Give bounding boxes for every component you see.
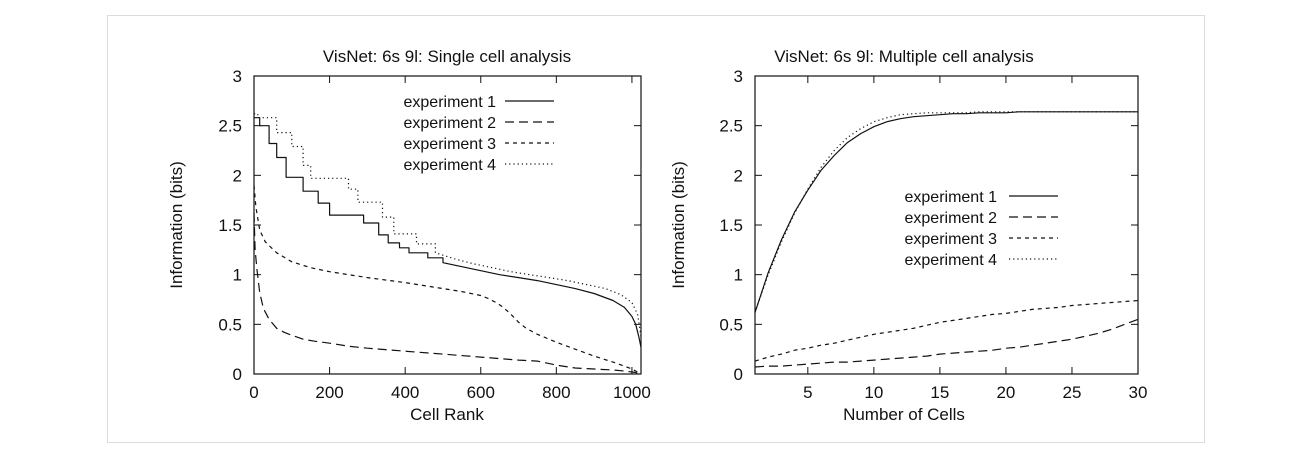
tick-layer: 5 10 15 20 25 30 0 0.5 1 1.5 2 2.5 3 — [719, 67, 1147, 402]
y-tick-label: 1.5 — [719, 216, 743, 235]
legend-label: experiment 3 — [404, 136, 497, 153]
series-line-experiment-2 — [253, 213, 639, 375]
y-tick-label: 2.5 — [218, 117, 242, 136]
plot-frame — [754, 75, 1139, 375]
y-tick-label: 3 — [734, 67, 743, 86]
legend-label: experiment 1 — [905, 189, 998, 206]
plot-frame — [253, 75, 642, 375]
x-tick-label: 0 — [249, 383, 258, 402]
single-cell-chart: VisNet: 6s 9l: Single cell analysis Cell… — [167, 47, 651, 424]
multiple-cell-chart: VisNet: 6s 9l: Multiple cell analysis Nu… — [669, 47, 1147, 424]
legend-label: experiment 1 — [404, 94, 497, 111]
legend: experiment 1 experiment 2 experiment 3 expe… — [404, 94, 554, 174]
x-tick-label: 600 — [467, 383, 495, 402]
y-tick-label: 0.5 — [218, 315, 242, 334]
x-tick-label: 15 — [930, 383, 949, 402]
y-axis-label: Information (bits) — [167, 161, 186, 289]
x-tick-label: 30 — [1129, 383, 1148, 402]
figure-frame — [107, 15, 1205, 443]
x-tick-label: 1000 — [613, 383, 651, 402]
legend: experiment 1 experiment 2 experiment 3 expe… — [905, 189, 1058, 269]
series-line-experiment-4 — [754, 111, 1138, 313]
y-tick-label: 0.5 — [719, 315, 743, 334]
x-tick-label: 20 — [996, 383, 1015, 402]
tick-layer: 0 200 400 600 800 1000 0 0.5 1 1.5 2 2.5 3 — [218, 67, 650, 402]
legend-label: experiment 3 — [905, 231, 998, 248]
series-line-experiment-4 — [254, 113, 642, 337]
x-tick-label: 10 — [864, 383, 883, 402]
legend-label: experiment 2 — [404, 115, 497, 132]
series-layer — [253, 113, 642, 375]
x-tick-label: 25 — [1063, 383, 1082, 402]
chart-title: VisNet: 6s 9l: Multiple cell analysis — [774, 47, 1034, 66]
series-layer — [754, 111, 1139, 368]
x-tick-label: 400 — [391, 383, 419, 402]
y-tick-label: 1 — [734, 266, 743, 285]
y-tick-label: 0 — [233, 365, 242, 384]
x-tick-label: 200 — [315, 383, 343, 402]
x-tick-label: 800 — [542, 383, 570, 402]
series-line-experiment-3 — [253, 185, 642, 375]
legend-label: experiment 4 — [905, 252, 998, 269]
series-line-experiment-2 — [754, 318, 1139, 368]
series-line-experiment-1 — [254, 117, 642, 348]
series-line-experiment-1 — [754, 111, 1138, 313]
y-tick-label: 1.5 — [218, 216, 242, 235]
y-axis-label: Information (bits) — [669, 161, 688, 289]
x-tick-label: 5 — [803, 383, 812, 402]
y-tick-label: 2 — [233, 166, 242, 185]
series-line-experiment-3 — [754, 299, 1139, 362]
y-tick-label: 1 — [233, 266, 242, 285]
chart-title: VisNet: 6s 9l: Single cell analysis — [323, 47, 571, 66]
legend-label: experiment 2 — [905, 210, 998, 227]
x-axis-label: Number of Cells — [843, 405, 965, 424]
y-tick-label: 2 — [734, 166, 743, 185]
legend-label: experiment 4 — [404, 157, 497, 174]
y-tick-label: 3 — [233, 67, 242, 86]
y-tick-label: 2.5 — [719, 117, 743, 136]
x-axis-label: Cell Rank — [410, 405, 484, 424]
y-tick-label: 0 — [734, 365, 743, 384]
